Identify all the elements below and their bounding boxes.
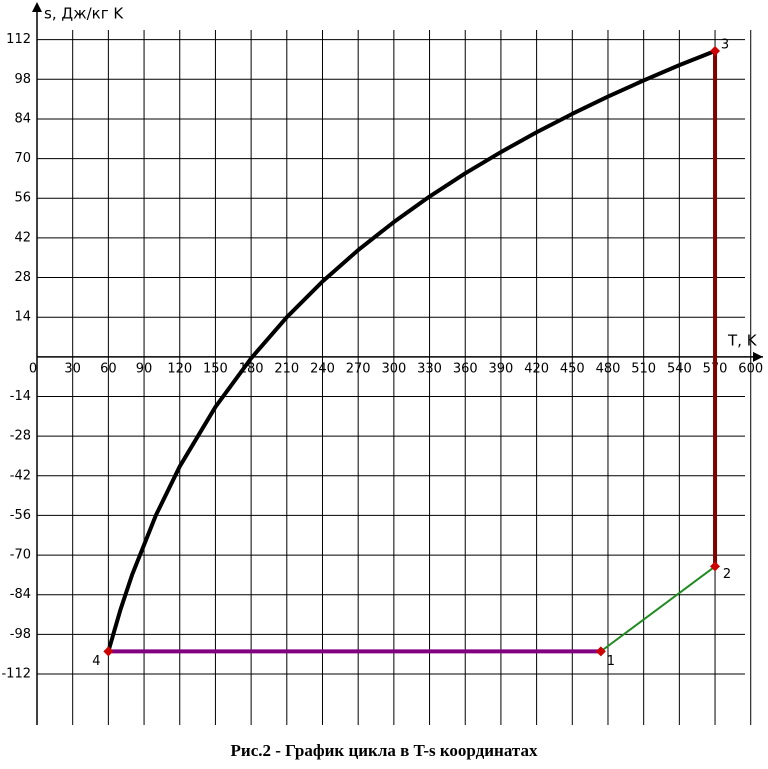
y-axis-label: s, Дж/кг K [44, 5, 124, 23]
y-tick-label: -112 [1, 667, 31, 682]
y-tick-label: -98 [10, 627, 31, 642]
y-tick-label: -84 [10, 587, 31, 602]
x-tick-label: 390 [489, 361, 514, 376]
x-tick-label: 600 [738, 361, 763, 376]
y-tick-label: -56 [10, 508, 31, 523]
x-tick-label: 210 [274, 361, 299, 376]
x-tick-label: 60 [100, 361, 117, 376]
y-tick-label: 70 [14, 151, 31, 166]
x-tick-label: 120 [167, 361, 192, 376]
y-tick-label: 84 [14, 111, 31, 126]
point-label: 1 [607, 654, 615, 669]
x-tick-label: 420 [524, 361, 549, 376]
x-tick-label: 90 [136, 361, 153, 376]
point-label: 3 [721, 37, 729, 52]
y-tick-label: 56 [14, 191, 31, 206]
x-axis-arrow [753, 351, 763, 362]
series-line [599, 565, 717, 653]
series-line [106, 48, 718, 654]
x-tick-label: 480 [596, 361, 621, 376]
point-marker [710, 45, 721, 56]
y-tick-label: 42 [14, 230, 31, 245]
x-tick-label: 360 [453, 361, 478, 376]
y-tick-label: -28 [10, 429, 31, 444]
y-tick-label: 98 [14, 72, 31, 87]
x-tick-label: 0 [29, 361, 37, 376]
point-marker [595, 646, 606, 657]
y-tick-label: 14 [14, 310, 31, 325]
y-tick-label: -42 [10, 468, 31, 483]
x-tick-label: 330 [417, 361, 442, 376]
x-tick-label: 300 [381, 361, 406, 376]
y-axis-arrow [32, 2, 42, 12]
x-tick-label: 30 [64, 361, 81, 376]
point-marker [710, 561, 721, 572]
x-axis-label: T, K [727, 332, 758, 350]
x-tick-label: 270 [346, 361, 371, 376]
x-tick-label: 150 [203, 361, 228, 376]
point-marker [103, 646, 114, 657]
x-tick-label: 450 [560, 361, 585, 376]
y-tick-label: 112 [6, 32, 31, 47]
point-label: 4 [92, 654, 100, 669]
point-label: 2 [723, 567, 731, 582]
y-tick-label: -70 [10, 548, 31, 563]
x-tick-label: 510 [631, 361, 656, 376]
x-tick-label: 540 [667, 361, 692, 376]
y-tick-label: -14 [10, 389, 31, 404]
x-tick-label: 240 [310, 361, 335, 376]
y-tick-label: 28 [14, 270, 31, 285]
chart-title: Рис.2 - График цикла в T-s координатах [231, 741, 538, 760]
